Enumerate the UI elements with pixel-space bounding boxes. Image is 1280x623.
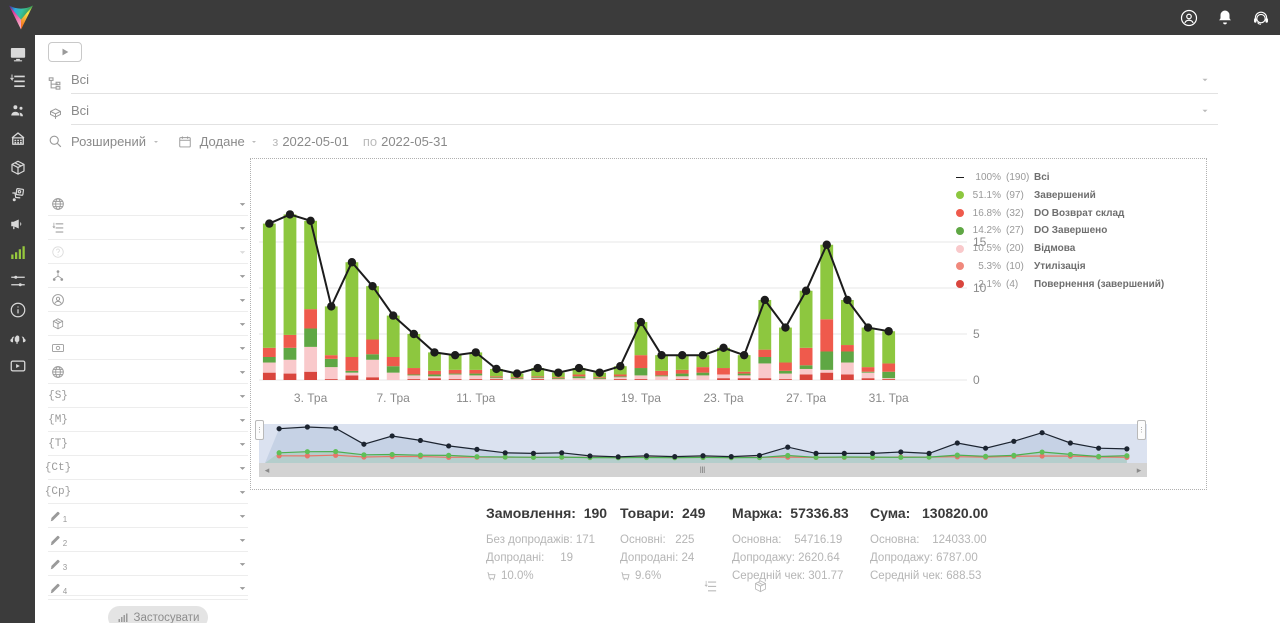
svg-text:31. Тра: 31. Тра (869, 391, 909, 405)
svg-text:5: 5 (973, 327, 980, 341)
svg-text:19. Тра: 19. Тра (621, 391, 661, 405)
svg-text:7. Тра: 7. Тра (377, 391, 411, 405)
svg-text:23. Тра: 23. Тра (704, 391, 744, 405)
svg-text:0: 0 (973, 373, 980, 387)
svg-text:3. Тра: 3. Тра (294, 391, 328, 405)
svg-text:27. Тра: 27. Тра (786, 391, 826, 405)
svg-text:11. Тра: 11. Тра (456, 391, 495, 405)
